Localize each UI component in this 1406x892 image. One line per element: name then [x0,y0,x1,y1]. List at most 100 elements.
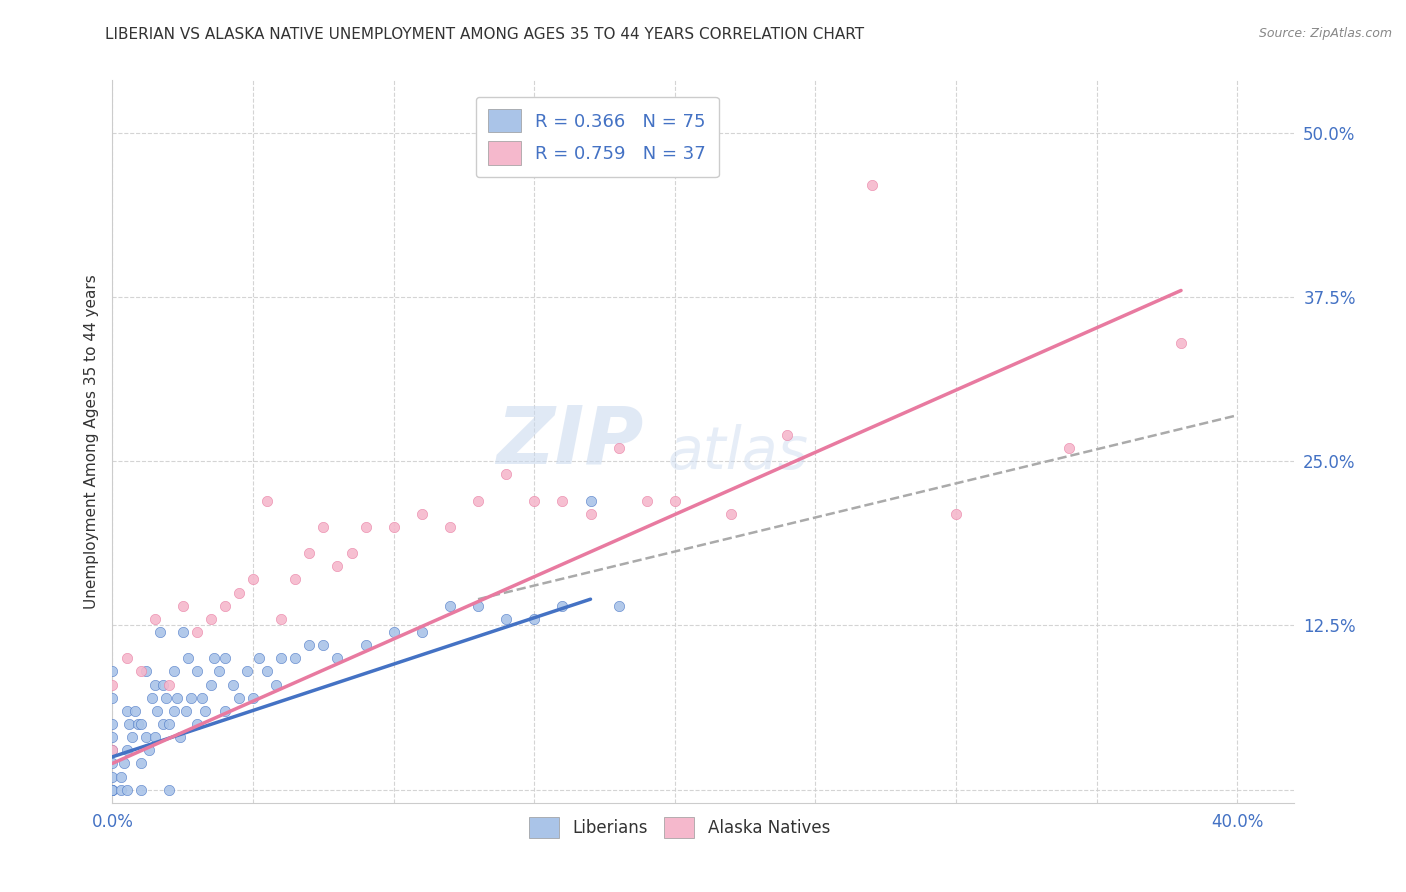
Text: atlas: atlas [668,424,808,481]
Point [101,665,124,679]
Point [163,704,186,718]
Point [247,651,270,665]
Point [200,612,222,626]
Point [326,559,349,574]
Point [152,717,174,731]
Point [101,690,124,705]
Point [202,651,225,665]
Point [256,665,278,679]
Legend: Liberians, Alaska Natives: Liberians, Alaska Natives [522,810,837,845]
Point [186,717,208,731]
Point [242,573,264,587]
Point [157,677,180,691]
Point [1170,336,1192,351]
Point [439,599,461,613]
Point [382,625,405,640]
Point [143,612,166,626]
Point [1057,441,1080,455]
Point [411,507,433,521]
Point [169,730,191,744]
Point [720,507,742,521]
Point [101,743,124,757]
Point [155,690,177,705]
Point [200,677,222,691]
Point [101,756,124,771]
Point [115,743,138,757]
Point [127,717,149,731]
Text: ZIP: ZIP [496,402,644,481]
Point [551,493,574,508]
Point [411,625,433,640]
Point [152,677,174,691]
Point [172,625,194,640]
Point [551,599,574,613]
Point [495,467,517,482]
Point [340,546,363,560]
Point [607,441,630,455]
Point [180,690,202,705]
Point [298,638,321,652]
Point [101,782,124,797]
Point [135,665,157,679]
Point [121,730,143,744]
Point [115,651,138,665]
Point [129,665,152,679]
Point [110,782,132,797]
Point [495,612,517,626]
Point [439,520,461,534]
Point [284,651,307,665]
Point [101,730,124,744]
Point [523,612,546,626]
Point [166,690,188,705]
Point [101,717,124,731]
Point [382,520,405,534]
Point [129,717,152,731]
Point [118,717,141,731]
Point [776,428,799,442]
Point [186,625,208,640]
Point [214,704,236,718]
Y-axis label: Unemployment Among Ages 35 to 44 years: Unemployment Among Ages 35 to 44 years [83,274,98,609]
Point [256,493,278,508]
Point [312,638,335,652]
Point [264,677,287,691]
Point [214,599,236,613]
Point [101,770,124,784]
Point [312,520,335,534]
Point [236,665,259,679]
Point [135,730,157,744]
Point [214,651,236,665]
Text: Source: ZipAtlas.com: Source: ZipAtlas.com [1258,27,1392,40]
Point [194,704,217,718]
Point [579,507,602,521]
Point [228,585,250,599]
Point [146,704,169,718]
Point [284,573,307,587]
Point [222,677,245,691]
Point [579,493,602,508]
Point [110,770,132,784]
Point [523,493,546,508]
Point [124,704,146,718]
Point [467,493,489,508]
Point [138,743,160,757]
Point [298,546,321,560]
Point [149,625,172,640]
Point [157,717,180,731]
Point [174,704,197,718]
Point [129,782,152,797]
Point [143,677,166,691]
Point [945,507,967,521]
Point [172,599,194,613]
Point [177,651,200,665]
Point [186,665,208,679]
Point [354,520,377,534]
Point [112,756,135,771]
Point [354,638,377,652]
Point [270,612,292,626]
Point [636,493,658,508]
Point [664,493,686,508]
Point [326,651,349,665]
Point [467,599,489,613]
Point [115,704,138,718]
